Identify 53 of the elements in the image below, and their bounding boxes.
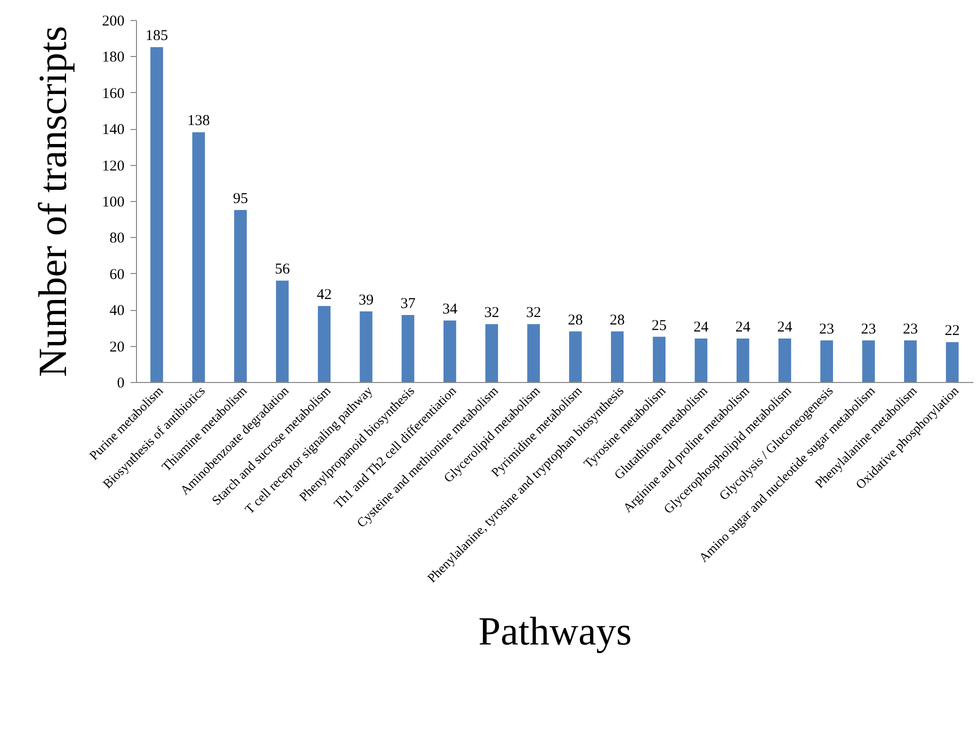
bar — [527, 324, 540, 382]
data-label: 185 — [145, 28, 168, 44]
data-label: 23 — [902, 321, 918, 338]
bar — [652, 336, 666, 382]
data-label: 56 — [274, 262, 290, 278]
data-label: 22 — [944, 323, 960, 340]
y-tick-label: 60 — [110, 266, 124, 283]
bar — [820, 340, 833, 382]
data-label: 95 — [232, 191, 248, 208]
data-label: 37 — [400, 296, 416, 312]
y-tick-label: 100 — [102, 194, 124, 210]
bar — [276, 280, 289, 382]
data-label: 23 — [861, 321, 876, 338]
y-tick-label: 20 — [110, 339, 124, 356]
data-label: 28 — [610, 312, 625, 328]
bar — [192, 132, 205, 382]
y-tick-label: 80 — [110, 230, 124, 247]
data-label: 28 — [568, 312, 583, 328]
data-label: 42 — [316, 286, 332, 303]
bar — [904, 340, 917, 382]
data-label: 24 — [694, 320, 710, 336]
y-tick-label: 120 — [102, 158, 124, 174]
y-tick-label: 200 — [102, 14, 124, 30]
y-axis-title: Number of transcripts — [30, 26, 75, 378]
y-tick-label: 160 — [102, 86, 124, 102]
data-label: 32 — [526, 305, 542, 322]
data-label: 24 — [735, 320, 751, 336]
x-axis-title: Pathways — [478, 608, 632, 654]
bar — [610, 331, 624, 382]
bar — [862, 340, 875, 382]
y-tick-label: 140 — [102, 122, 124, 138]
bar — [569, 331, 582, 382]
bar — [736, 338, 750, 382]
bar — [150, 47, 164, 382]
bar — [234, 210, 247, 382]
bar — [694, 338, 708, 382]
y-tick-label: 180 — [102, 50, 124, 66]
data-label: 25 — [652, 318, 667, 334]
data-label: 32 — [484, 305, 500, 322]
bar — [360, 311, 372, 382]
data-label: 23 — [819, 321, 834, 338]
bar — [443, 320, 456, 382]
bar — [402, 315, 414, 382]
data-label: 34 — [442, 301, 458, 318]
bar — [485, 324, 498, 382]
y-tick-label: 40 — [110, 303, 124, 320]
bar — [778, 338, 792, 382]
bar — [318, 306, 331, 382]
data-label: 138 — [187, 113, 210, 130]
data-label: 24 — [777, 320, 793, 336]
data-label: 39 — [358, 292, 374, 308]
bar — [946, 342, 959, 382]
y-tick-label: 0 — [117, 376, 124, 392]
